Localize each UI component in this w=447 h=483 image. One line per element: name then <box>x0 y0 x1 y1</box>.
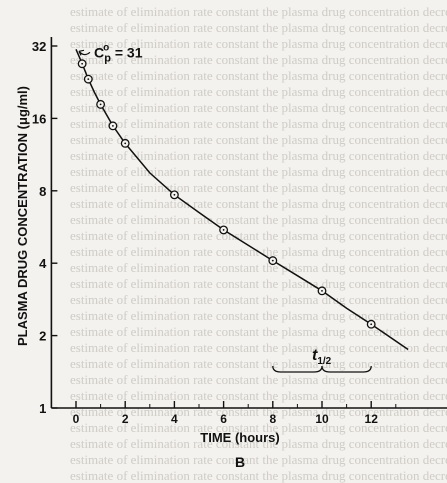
x-tick-label: 8 <box>269 412 276 426</box>
x-tick-label: 6 <box>220 412 227 426</box>
y-ticks: 1 2 4 8 16 32 <box>32 39 58 416</box>
x-ticks: 0 2 4 6 8 10 12 <box>73 401 397 426</box>
concentration-curve <box>75 49 409 351</box>
data-point-center <box>173 193 176 196</box>
x-tick-label: 2 <box>122 412 129 426</box>
panel-label: B <box>235 454 245 470</box>
annotations: Co p = 31 t1/2 <box>78 42 372 373</box>
y-tick-label: 8 <box>39 184 46 199</box>
data-point-center <box>81 62 84 65</box>
y-axis-label: PLASMA DRUG CONCENTRATION (μg/ml) <box>15 86 30 346</box>
data-point-center <box>87 78 90 81</box>
y-tick-label: 4 <box>39 256 47 271</box>
data-point-center <box>271 259 274 262</box>
data-point-center <box>99 103 102 106</box>
x-axis-label: TIME (hours) <box>200 430 279 445</box>
data-point-center <box>124 142 127 145</box>
half-life-label: t1/2 <box>312 347 332 367</box>
intercept-arrowhead <box>78 49 85 56</box>
axes <box>50 37 447 409</box>
intercept-annotation: Co p = 31 <box>94 42 143 64</box>
y-tick-label: 1 <box>39 401 46 416</box>
data-points <box>77 59 376 329</box>
x-tick-label: 4 <box>171 412 178 426</box>
half-life-brace <box>272 365 372 373</box>
data-point-center <box>370 323 373 326</box>
x-tick-label: 12 <box>365 412 379 426</box>
x-tick-label: 0 <box>73 412 80 426</box>
y-tick-label: 2 <box>39 329 46 344</box>
data-point-center <box>112 124 114 127</box>
data-point-center <box>222 229 225 231</box>
y-tick-label: 32 <box>32 39 46 54</box>
y-tick-label: 16 <box>32 111 46 126</box>
data-point-center <box>321 289 323 292</box>
x-tick-label: 10 <box>315 412 329 426</box>
